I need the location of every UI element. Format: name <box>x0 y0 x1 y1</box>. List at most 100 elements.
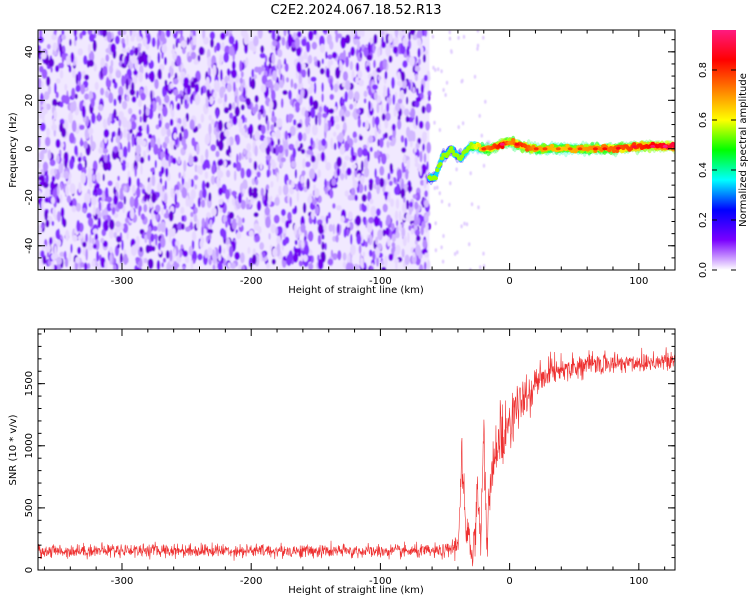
noise-blob <box>139 30 142 35</box>
noise-blob <box>341 115 345 122</box>
noise-blob <box>294 205 298 214</box>
noise-blob <box>49 159 56 167</box>
noise-blob <box>324 122 329 133</box>
noise-blob <box>51 175 56 183</box>
noise-blob <box>370 205 377 217</box>
noise-blob <box>97 104 104 112</box>
noise-blob <box>163 204 167 210</box>
noise-blob <box>219 87 225 99</box>
noise-blob <box>70 243 73 254</box>
spectrogram-y-axis-label: Frequency (Hz) <box>8 112 19 188</box>
noise-blob <box>333 131 337 137</box>
noise-blob <box>215 42 221 52</box>
noise-blob <box>211 164 216 175</box>
noise-blob <box>38 224 42 235</box>
noise-blob <box>353 91 360 102</box>
noise-blob <box>198 189 204 201</box>
noise-blob <box>134 47 139 56</box>
noise-blob <box>84 262 88 270</box>
noise-blob <box>109 246 113 254</box>
noise-blob <box>72 100 77 112</box>
noise-blob <box>219 54 223 66</box>
noise-blob <box>409 206 412 216</box>
noise-blob <box>56 197 60 204</box>
noise-blob <box>408 81 411 91</box>
noise-blob <box>341 81 346 88</box>
noise-blob <box>46 244 51 252</box>
noise-blob <box>336 156 343 168</box>
noise-blob <box>391 242 396 248</box>
noise-blob <box>190 178 194 188</box>
noise-blob <box>87 244 93 251</box>
noise-blob <box>369 265 374 270</box>
noise-blob <box>251 254 257 265</box>
noise-blob <box>181 187 188 199</box>
noise-blob <box>188 245 193 256</box>
noise-blob <box>147 181 152 189</box>
noise-blob <box>109 253 113 265</box>
noise-blob <box>135 144 142 156</box>
noise-blob <box>115 135 121 144</box>
noise-blob <box>128 107 133 115</box>
noise-blob <box>311 41 318 50</box>
noise-blob <box>118 86 124 97</box>
noise-blob <box>254 234 261 243</box>
noise-blob <box>293 119 297 126</box>
noise-blob <box>192 35 197 46</box>
noise-blob <box>69 132 75 144</box>
noise-speck <box>456 250 459 255</box>
noise-blob <box>38 59 41 67</box>
noise-blob <box>277 138 281 146</box>
noise-speck <box>448 36 452 41</box>
noise-blob <box>313 184 316 191</box>
noise-blob <box>317 169 322 178</box>
noise-blob <box>313 82 317 94</box>
colorbar-tick-label: 0.6 <box>698 112 709 128</box>
noise-blob <box>100 237 105 244</box>
noise-blob <box>142 36 148 47</box>
noise-blob <box>45 103 51 111</box>
noise-blob <box>57 239 62 247</box>
noise-blob <box>310 106 316 119</box>
noise-blob <box>272 40 278 47</box>
noise-blob <box>257 66 262 75</box>
noise-blob <box>204 171 209 179</box>
noise-blob <box>190 188 196 200</box>
noise-blob <box>265 154 272 161</box>
noise-blob <box>308 230 314 242</box>
noise-blob <box>168 155 171 167</box>
noise-blob <box>409 215 414 221</box>
noise-blob <box>162 257 167 263</box>
noise-blob <box>80 137 83 147</box>
noise-blob <box>129 128 133 134</box>
noise-blob <box>368 249 373 257</box>
noise-blob <box>346 167 352 176</box>
noise-blob <box>92 39 97 52</box>
noise-blob <box>121 239 124 251</box>
spectrogram-x-axis-label: Height of straight line (km) <box>288 285 424 296</box>
noise-blob <box>349 103 354 110</box>
noise-blob <box>366 221 373 233</box>
noise-speck <box>441 259 445 264</box>
noise-blob <box>377 229 383 241</box>
noise-blob <box>373 92 378 101</box>
noise-blob <box>170 103 173 116</box>
noise-blob <box>391 123 396 131</box>
noise-blob <box>51 124 58 131</box>
noise-speck <box>479 265 482 270</box>
noise-blob <box>351 155 357 162</box>
noise-blob <box>243 149 246 155</box>
noise-blob <box>223 258 227 267</box>
noise-blob <box>165 227 168 237</box>
noise-blob <box>100 57 106 69</box>
noise-blob <box>129 49 135 56</box>
noise-blob <box>366 54 373 61</box>
noise-blob <box>260 143 264 152</box>
noise-blob <box>205 217 209 228</box>
noise-blob <box>76 219 81 232</box>
noise-blob <box>336 167 341 177</box>
noise-blob <box>325 161 332 171</box>
noise-blob <box>138 72 143 83</box>
noise-blob <box>367 191 372 202</box>
